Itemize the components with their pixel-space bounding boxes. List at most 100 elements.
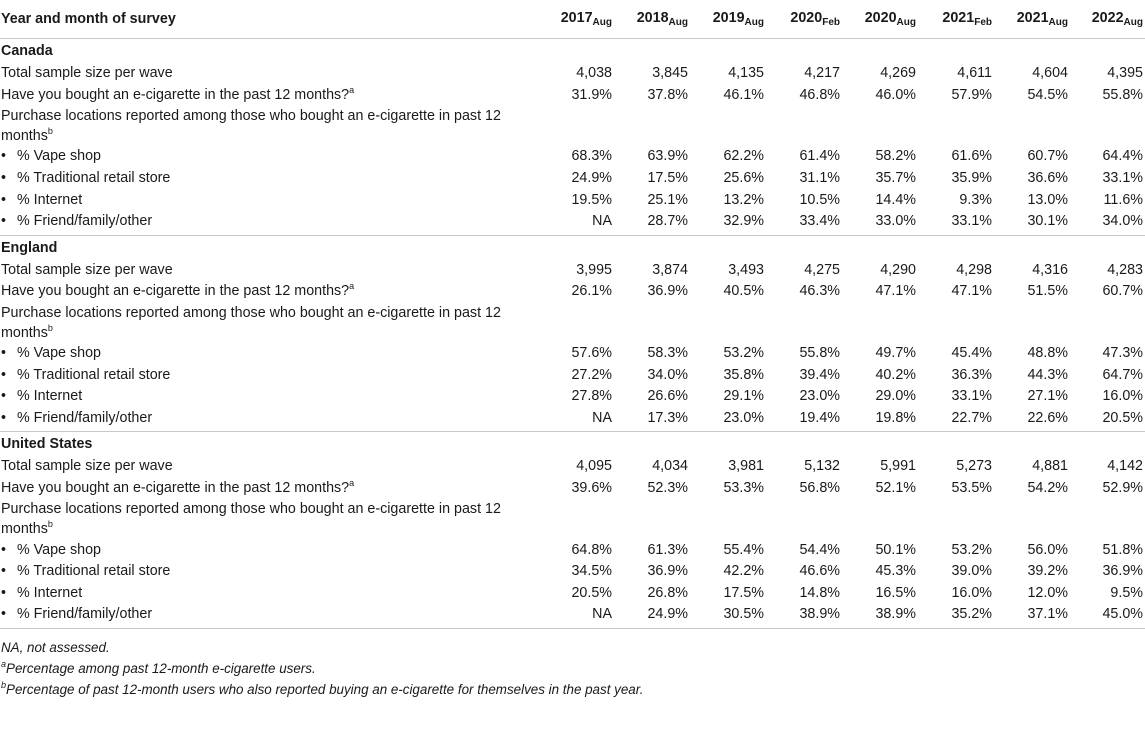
- value-cell: 9.3%: [959, 191, 992, 208]
- value-cell: 4,269: [880, 65, 916, 82]
- value-cell: 4,275: [804, 261, 840, 278]
- empty-cell: [842, 303, 918, 343]
- row-internet: •% Internet 27.8% 26.6% 29.1% 23.0% 29.0% 33.1…: [0, 386, 1145, 408]
- header-year-3: 2020Feb: [766, 0, 842, 39]
- value-cell: 19.8%: [842, 407, 918, 433]
- footnote-marker: a: [349, 478, 355, 489]
- value-cell: 46.1%: [723, 86, 764, 103]
- value-cell: 20.5%: [571, 584, 612, 601]
- value-cell: 35.8%: [723, 366, 764, 383]
- value-cell: 16.5%: [875, 584, 916, 601]
- header-year-7: 2022Aug: [1070, 0, 1145, 39]
- value-cell: 39.2%: [1027, 563, 1068, 580]
- value-cell: 49.7%: [875, 345, 916, 362]
- row-purchase-heading: Purchase locations reported among those …: [0, 303, 1145, 343]
- row-vape: •% Vape shop 68.3% 63.9% 62.2% 61.4% 58.2% 61.…: [0, 146, 1145, 168]
- value-cell: 39.6%: [571, 480, 612, 497]
- value-cell: 24.9%: [571, 170, 612, 187]
- value-cell: 24.9%: [614, 604, 690, 629]
- value-cell: 26.8%: [647, 584, 688, 601]
- value-cell: 45.4%: [951, 345, 992, 362]
- bullet-icon: •: [1, 409, 7, 426]
- value-cell: 33.1%: [951, 388, 992, 405]
- value-cell: 5,132: [804, 458, 840, 475]
- value-cell: 52.9%: [1102, 480, 1143, 497]
- value-cell: 36.9%: [1102, 563, 1143, 580]
- value-cell: 64.4%: [1102, 148, 1143, 165]
- bullet-icon: •: [1, 170, 7, 187]
- value-cell: 54.4%: [799, 541, 840, 558]
- row-label: Total sample size per wave: [1, 458, 173, 475]
- value-cell: 42.2%: [723, 563, 764, 580]
- row-bought: Have you bought an e-cigarette in the pa…: [0, 85, 1145, 107]
- value-cell: 16.0%: [1102, 388, 1143, 405]
- row-bought: Have you bought an e-cigarette in the pa…: [0, 478, 1145, 500]
- empty-cell: [842, 499, 918, 539]
- value-cell: 45.0%: [1070, 604, 1145, 629]
- bullet-icon: •: [1, 584, 7, 601]
- header-year-6: 2021Aug: [994, 0, 1070, 39]
- footnote-marker: b: [47, 126, 53, 137]
- value-cell: 27.1%: [1027, 388, 1068, 405]
- value-cell: 23.0%: [690, 407, 766, 433]
- value-cell: 48.8%: [1027, 345, 1068, 362]
- row-retail: •% Traditional retail store 24.9% 17.5% 25.…: [0, 168, 1145, 190]
- value-cell: 61.3%: [647, 541, 688, 558]
- value-cell: 11.6%: [1103, 191, 1143, 208]
- value-cell: 68.3%: [571, 148, 612, 165]
- bullet-icon: •: [1, 345, 7, 362]
- value-cell: 38.9%: [842, 604, 918, 629]
- value-cell: 39.4%: [799, 366, 840, 383]
- value-cell: 60.7%: [1027, 148, 1068, 165]
- bullet-icon: •: [1, 191, 7, 208]
- footnote-marker: a: [349, 281, 355, 292]
- value-cell: NA: [538, 407, 614, 433]
- header-year-2: 2019Aug: [690, 0, 766, 39]
- value-cell: 40.5%: [723, 283, 764, 300]
- row-sample-size: Total sample size per wave 4,038 3,845 4,13…: [0, 63, 1145, 85]
- empty-cell: [918, 106, 994, 146]
- value-cell: 22.7%: [918, 407, 994, 433]
- value-cell: 4,135: [728, 65, 764, 82]
- empty-cell: [994, 303, 1070, 343]
- value-cell: 62.2%: [723, 148, 764, 165]
- row-label: Have you bought an e-cigarette in the pa…: [1, 478, 355, 497]
- value-cell: 29.0%: [875, 388, 916, 405]
- value-cell: 13.2%: [723, 191, 764, 208]
- value-cell: 47.1%: [951, 283, 992, 300]
- value-cell: 52.1%: [875, 480, 916, 497]
- empty-cell: [690, 303, 766, 343]
- survey-table: Year and month of survey 2017Aug 2018Aug 2…: [0, 0, 1145, 629]
- row-label: •% Vape shop: [1, 541, 101, 558]
- value-cell: 60.7%: [1102, 283, 1143, 300]
- value-cell: 28.7%: [614, 210, 690, 236]
- row-label: •% Traditional retail store: [1, 366, 171, 383]
- empty-cell: [766, 106, 842, 146]
- value-cell: 47.3%: [1102, 345, 1143, 362]
- row-label: •% Friend/family/other: [0, 407, 538, 433]
- value-cell: 37.8%: [647, 86, 688, 103]
- value-cell: 55.8%: [799, 345, 840, 362]
- row-friend: •% Friend/family/other NA 28.7% 32.9% 33.4% 3…: [0, 210, 1145, 236]
- footnote-a: aPercentage among past 12-month e-cigare…: [1, 658, 316, 676]
- value-cell: 58.3%: [647, 345, 688, 362]
- header-year-4: 2020Aug: [842, 0, 918, 39]
- row-sample-size: Total sample size per wave 4,095 4,034 3,98…: [0, 456, 1145, 478]
- row-sample-size: Total sample size per wave 3,995 3,874 3,49…: [0, 260, 1145, 282]
- value-cell: 4,316: [1032, 261, 1068, 278]
- value-cell: 17.5%: [647, 170, 688, 187]
- value-cell: 5,273: [956, 458, 992, 475]
- row-label: Purchase locations reported among those …: [1, 501, 501, 538]
- value-cell: 4,217: [804, 65, 840, 82]
- row-internet: •% Internet 20.5% 26.8% 17.5% 14.8% 16.5% 16.0…: [0, 583, 1145, 605]
- value-cell: 32.9%: [690, 210, 766, 236]
- value-cell: 58.2%: [875, 148, 916, 165]
- empty-cell: [994, 499, 1070, 539]
- value-cell: 57.9%: [951, 86, 992, 103]
- value-cell: 61.4%: [799, 148, 840, 165]
- row-label: •% Vape shop: [1, 148, 101, 165]
- value-cell: 4,881: [1032, 458, 1068, 475]
- row-label: •% Traditional retail store: [1, 170, 171, 187]
- value-cell: 64.8%: [571, 541, 612, 558]
- value-cell: 44.3%: [1027, 366, 1068, 383]
